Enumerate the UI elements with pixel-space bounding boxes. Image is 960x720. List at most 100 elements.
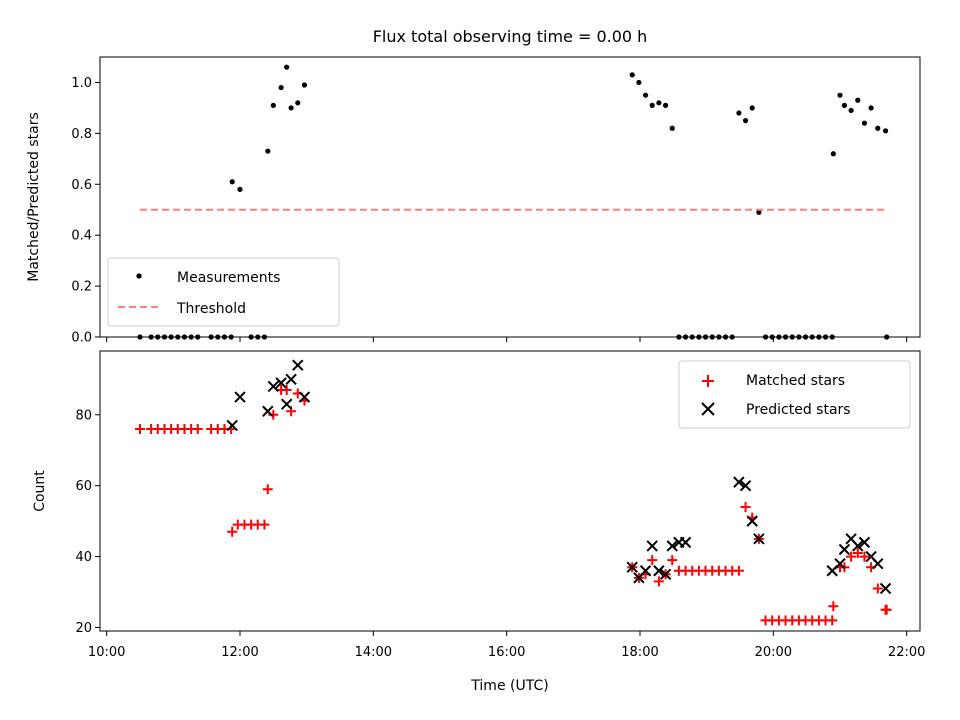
measurements-point [848,107,854,114]
measurements-point [248,334,254,340]
predicted-stars-point [298,391,311,403]
predicted-stars-point [852,540,864,552]
matched-stars-point [227,526,238,537]
measurements-point [789,334,795,340]
x-tick-label: 20:00 [755,645,792,660]
matched-stars-point [135,423,145,434]
y-tick-label: 20 [75,621,92,636]
predicted-stars-point [653,565,665,577]
predicted-stars-point [262,405,274,417]
predicted-stars-point [646,540,658,552]
y-tick-label: 80 [75,408,92,423]
matched-stars-point [667,555,678,566]
measurements-point [270,102,276,108]
measurements-point [208,334,214,340]
measurements-point [649,102,655,108]
measurements-point [265,148,271,154]
matched-stars-point [846,551,857,562]
measurements-point [237,186,243,192]
y-tick-label: 40 [75,550,92,565]
predicted-stars-point [275,377,287,389]
chart-title: Flux total observing time = 0.00 h [373,27,648,46]
top-legend-box [107,257,340,327]
x-tick-label: 22:00 [888,645,925,660]
matched-stars-point [653,576,664,587]
measurements-point [168,334,174,340]
predicted-stars-point [679,536,692,549]
predicted-stars-point [746,515,758,527]
y-tick-label: 0.4 [71,229,92,244]
matched-stars-point [733,565,744,576]
measurements-point [215,334,221,340]
top-axes: 0.0 0.2 0.4 0.6 0.8 1.0 Matched/Predicted sta… [26,56,921,346]
measurements-point [729,334,735,340]
bottom-data-layer [135,359,892,626]
measurements-point [284,64,290,70]
top-data-layer [137,64,890,340]
legend-label-predicted-stars: Predicted stars [746,402,851,418]
measurements-point [629,72,635,78]
matched-stars-point [647,555,658,566]
legend-label-threshold: Threshold [176,301,246,317]
y-tick-label: 0.6 [71,178,92,193]
measurements-point [137,334,143,340]
measurements-point [636,79,642,86]
matched-stars-point [859,551,870,562]
measurements-point [696,334,702,340]
measurements-point [782,334,789,340]
measurements-point [709,334,715,340]
measurements-point [195,334,201,340]
bottom-axes-frame [99,350,921,632]
legend-marker-matched-stars [702,375,714,387]
x-tick-label: 16:00 [488,645,525,660]
predicted-stars-point [226,419,238,432]
x-tick-label: 18:00 [621,645,658,660]
measurements-point [261,334,268,340]
measurements-point [875,125,881,131]
measurements-point [669,125,675,131]
legend-marker-measurements [136,273,142,279]
matched-stars-point [268,409,279,420]
predicted-stars-point [280,398,293,410]
measurements-point [676,334,682,340]
measurements-point [742,118,749,124]
predicted-stars-point [834,557,846,570]
predicted-stars-point [234,391,246,403]
measurements-point [255,334,261,340]
measurements-point [148,334,154,340]
measurements-point [776,334,782,340]
measurements-point [837,92,843,98]
bottom-legend: Matched stars Predicted stars [678,360,911,429]
measurements-point [868,105,874,111]
matched-stars-point [828,601,839,612]
predicted-stars-point [838,543,851,556]
predicted-stars-point [639,565,652,577]
predicted-stars-point [666,540,678,552]
x-axis-label: Time (UTC) [470,678,548,694]
measurements-point [155,334,161,340]
measurements-point [278,84,284,91]
measurements-point [769,334,775,340]
measurements-point [749,105,755,111]
measurements-point [682,334,689,340]
predicted-stars-point [267,380,280,393]
x-tick-label: 14:00 [355,645,392,660]
measurements-point [188,334,194,340]
predicted-stars-point [659,568,672,580]
bottom-x-ticks: 10:00 12:00 14:00 16:00 18:00 20:00 22:00 [88,631,925,660]
measurements-point [229,179,235,185]
measurements-point [884,334,890,340]
y-tick-label: 0.2 [71,280,92,295]
legend-label-matched-stars: Matched stars [746,373,845,389]
legend-label-measurements: Measurements [177,270,280,286]
measurements-point [861,120,868,126]
predicted-stars-point [292,359,304,371]
matched-stars-point [281,384,292,395]
measurements-point [855,97,861,103]
top-legend: Measurements Threshold [107,257,340,327]
measurements-point [301,82,308,88]
y-tick-label: 60 [75,479,92,494]
matched-stars-point [259,519,270,530]
predicted-stars-point [285,373,297,386]
